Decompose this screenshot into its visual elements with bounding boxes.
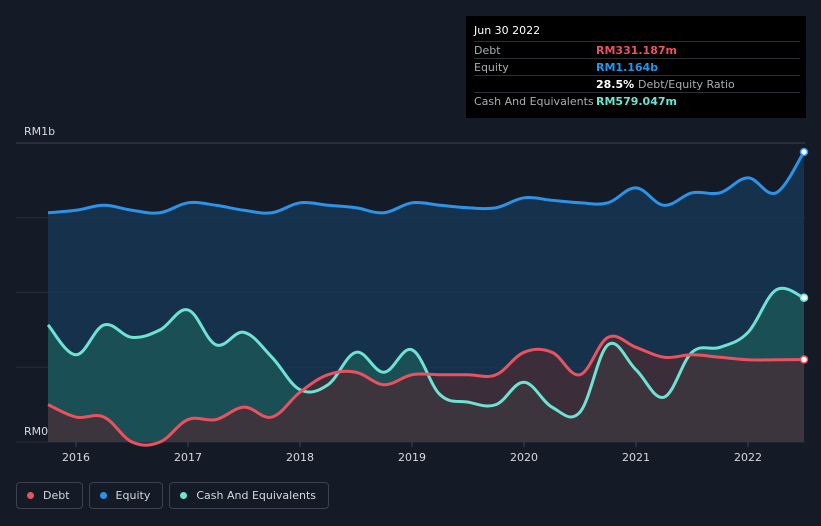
legend-item-debt[interactable]: Debt: [16, 482, 83, 509]
debt-area: [48, 336, 804, 446]
tooltip-row-equity: Equity RM1.164b: [474, 58, 800, 76]
y-axis-bottom-label: RM0: [24, 425, 48, 438]
x-tick-label: 2018: [286, 451, 314, 464]
x-tick-label: 2017: [174, 451, 202, 464]
tooltip-ratio-value: 28.5%: [596, 78, 635, 91]
debt-line: [47, 334, 805, 447]
series-lines: [46, 151, 806, 447]
tooltip-row-debt: Debt RM331.187m: [474, 41, 800, 59]
x-tick-label: 2016: [62, 451, 90, 464]
legend-label: Equity: [115, 489, 151, 502]
tooltip-value: RM331.187m: [596, 44, 677, 57]
legend: Debt Equity Cash And Equivalents: [16, 482, 329, 509]
x-tick-label: 2019: [398, 451, 426, 464]
x-tick-label: 2020: [510, 451, 538, 464]
legend-item-cash[interactable]: Cash And Equivalents: [169, 482, 329, 509]
cash-and-equivalents-end-marker: [799, 293, 809, 302]
x-tick-label: 2021: [622, 451, 650, 464]
cash-dot-icon: [180, 492, 188, 499]
tooltip-row-ratio: 28.5% Debt/Equity Ratio: [474, 75, 800, 93]
tooltip-label: Debt: [474, 44, 501, 57]
equity-line: [47, 151, 806, 215]
tooltip-panel: Jun 30 2022 Debt RM331.187m Equity RM1.1…: [466, 16, 806, 118]
debt-dot-icon: [27, 492, 34, 499]
equity-end-marker: [799, 147, 809, 157]
tooltip-ratio-label: Debt/Equity Ratio: [638, 78, 735, 91]
legend-item-equity[interactable]: Equity: [88, 482, 164, 509]
legend-label: Cash And Equivalents: [196, 489, 316, 502]
tooltip-label: Cash And Equivalents: [474, 95, 594, 108]
x-axis-ticks: 2016 2017 2018 2019 2020 2021 2022: [62, 442, 762, 464]
tooltip-label: Equity: [474, 61, 509, 74]
tooltip-row-cash: Cash And Equivalents RM579.047m: [474, 92, 800, 110]
tooltip-value: RM1.164b: [596, 61, 659, 74]
tooltip-date: Jun 30 2022: [474, 24, 541, 37]
series-areas: [48, 151, 804, 446]
end-markers: [799, 147, 809, 364]
tooltip-value: RM579.047m: [596, 95, 677, 108]
equity-dot-icon: [99, 492, 107, 499]
debt-end-marker: [799, 355, 809, 364]
legend-label: Debt: [43, 489, 70, 502]
x-tick-label: 2022: [734, 451, 762, 464]
y-axis-top-label: RM1b: [24, 125, 55, 138]
